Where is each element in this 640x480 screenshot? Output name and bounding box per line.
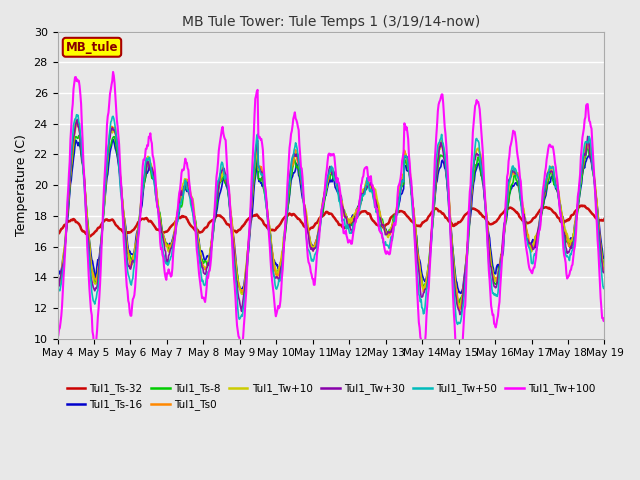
- Legend: Tul1_Ts-32, Tul1_Ts-16, Tul1_Ts-8, Tul1_Ts0, Tul1_Tw+10, Tul1_Tw+30, Tul1_Tw+50,: Tul1_Ts-32, Tul1_Ts-16, Tul1_Ts-8, Tul1_…: [63, 379, 600, 415]
- Text: MB_tule: MB_tule: [66, 41, 118, 54]
- Y-axis label: Temperature (C): Temperature (C): [15, 134, 28, 236]
- Title: MB Tule Tower: Tule Temps 1 (3/19/14-now): MB Tule Tower: Tule Temps 1 (3/19/14-now…: [182, 15, 480, 29]
